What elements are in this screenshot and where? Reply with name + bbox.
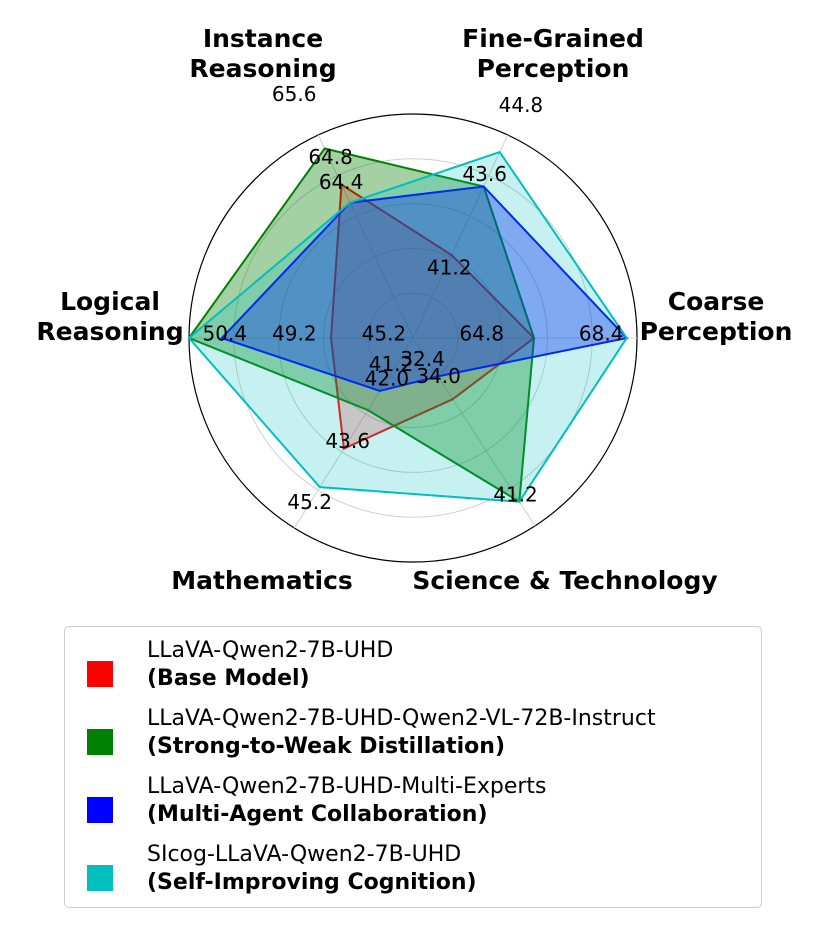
legend-swatch [87,729,113,755]
tick-label: 32.4 [400,347,445,371]
tick-label: 41.2 [369,352,414,376]
legend-series-name: LLaVA-Qwen2-7B-UHD [147,638,394,663]
tick-label: 41.2 [493,482,538,506]
legend-item: LLaVA-Qwen2-7B-UHD-Qwen2-VL-72B-Instruct… [65,705,761,765]
axis-label-1: Instance Reasoning [189,24,336,83]
legend-item: SIcog-LLaVA-Qwen2-7B-UHD (Self-Improving … [65,841,761,901]
tick-label: 45.2 [362,322,407,346]
axis-spoke-5 [293,337,414,529]
legend-swatch [87,865,113,891]
legend: LLaVA-Qwen2-7B-UHD (Base Model) LLaVA-Qwen… [64,626,762,908]
radar-chart: Instance Reasoning Fine-Grained Perception C… [36,24,792,595]
legend-text: LLaVA-Qwen2-7B-UHD-Multi-Experts (Multi-A… [147,773,547,829]
axis-labels: Instance Reasoning Fine-Grained Perception C… [36,24,792,595]
axis-label-4: Science & Technology [412,566,717,595]
legend-swatch [87,797,113,823]
series-polygon-3 [219,185,629,392]
series-polygon-4 [187,150,628,503]
axis-label-2: Fine-Grained Perception [462,24,644,83]
tick-labels: 65.664.864.444.843.641.268.464.841.234.0… [203,82,624,514]
tick-label: 45.2 [287,490,332,514]
tick-label: 44.8 [499,93,544,117]
legend-series-name: LLaVA-Qwen2-7B-UHD-Multi-Experts [147,774,547,799]
legend-item: LLaVA-Qwen2-7B-UHD (Base Model) [65,637,761,697]
axis-spoke-2 [412,134,509,339]
legend-text: LLaVA-Qwen2-7B-UHD (Base Model) [147,637,393,693]
legend-series-subtitle: (Self-Improving Cognition) [147,870,477,895]
legend-series-subtitle: (Strong-to-Weak Distillation) [147,734,506,759]
axis-spoke-4 [412,337,536,527]
legend-item: LLaVA-Qwen2-7B-UHD-Multi-Experts (Multi-A… [65,773,761,833]
axis-label-5: Mathematics [171,566,353,595]
legend-swatch [87,661,113,687]
series-polygons [187,147,629,504]
tick-label: 43.6 [325,429,370,453]
legend-series-name: LLaVA-Qwen2-7B-UHD-Qwen2-VL-72B-Instruct [147,706,656,731]
legend-series-subtitle: (Base Model) [147,666,310,691]
tick-label: 64.8 [459,322,504,346]
axis-spoke-1 [317,134,414,339]
axis-label-6: Logical Reasoning [36,287,183,346]
legend-text: LLaVA-Qwen2-7B-UHD-Qwen2-VL-72B-Instruct… [147,705,656,761]
tick-label: 49.2 [272,322,317,346]
tick-label: 50.4 [203,322,248,346]
series-polygon-1 [329,182,536,451]
tick-label: 68.4 [579,322,624,346]
axis-label-3: Coarse Perception [640,287,793,346]
tick-label: 64.8 [308,145,353,169]
tick-label: 34.0 [416,364,461,388]
tick-label: 42.0 [365,366,410,390]
tick-label: 64.4 [319,170,364,194]
legend-series-name: SIcog-LLaVA-Qwen2-7B-UHD [147,842,462,867]
tick-label: 41.2 [427,256,472,280]
tick-label: 65.6 [272,82,317,106]
legend-text: SIcog-LLaVA-Qwen2-7B-UHD (Self-Improving … [147,841,477,897]
tick-label: 43.6 [462,162,507,186]
legend-series-subtitle: (Multi-Agent Collaboration) [147,802,488,827]
